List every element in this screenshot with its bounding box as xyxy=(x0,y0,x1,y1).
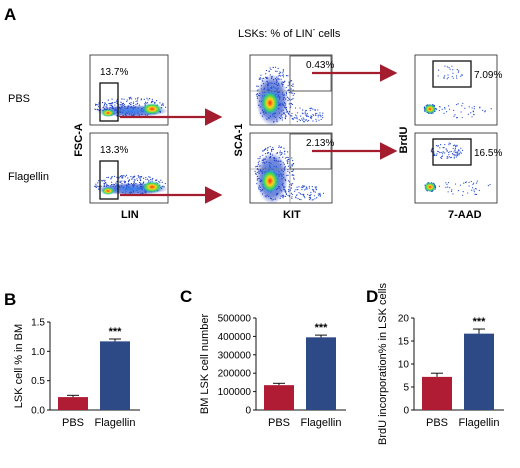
y-tick-label: 400000 xyxy=(218,332,252,343)
panel-a-title-tail: cells xyxy=(315,28,341,40)
gate-percent: 2.13% xyxy=(306,138,334,149)
panel-a-title-sup: - xyxy=(313,25,316,34)
y-tick-label: 5 xyxy=(403,383,409,394)
y-tick-label: 0 xyxy=(403,406,409,417)
y-tick-label: 0.0 xyxy=(31,406,45,417)
bar-flagellin xyxy=(464,333,494,410)
y-tick-label: 100000 xyxy=(218,387,252,398)
y-tick-label: 20 xyxy=(398,314,410,325)
flow-plot-7-aad-pbs: 7.09% xyxy=(414,54,502,126)
y-tick-label: 10 xyxy=(398,360,410,371)
bar-chart-c: C 0 100000 200000 300000 400000 500000 BM LSK c… xyxy=(180,287,346,429)
significance-label: *** xyxy=(315,322,329,334)
significance-label: *** xyxy=(109,326,123,338)
gate-percent: 7.09% xyxy=(474,70,502,81)
flow-plot-7-aad-flagellin: 16.5% xyxy=(414,132,502,204)
y-tick-label: 1.5 xyxy=(31,318,45,329)
flow-cytometry-plots: 13.7% 13.3% LIN FSC-A 0.43% 2.13% KIT SCA-1 7.09… xyxy=(73,54,502,221)
flow-y-label: SCA-1 xyxy=(233,123,245,156)
y-axis-label: BM LSK cell number xyxy=(199,314,211,415)
gate-box xyxy=(432,138,472,166)
category-label: PBS xyxy=(268,417,290,429)
gate-percent: 13.7% xyxy=(100,67,128,78)
gate-box xyxy=(99,160,119,200)
y-axis-label: LSK cell % in BM xyxy=(13,324,25,408)
plot-frame xyxy=(414,132,498,204)
panel-letter: D xyxy=(366,287,378,306)
bar-pbs xyxy=(58,397,88,410)
flow-plot-lin-flagellin: 13.3% xyxy=(89,132,223,204)
y-tick-label: 1.0 xyxy=(31,347,45,358)
flow-y-label: BrdU xyxy=(398,127,410,154)
panel-letter: C xyxy=(180,287,192,306)
panel-letter: B xyxy=(4,290,16,309)
category-label: PBS xyxy=(62,417,84,429)
y-tick-label: 0.5 xyxy=(31,376,45,387)
bar-chart-d: D 0 5 10 15 20 BrdU incorporation% in LSK cell… xyxy=(366,282,504,445)
y-tick-label: 0 xyxy=(245,406,251,417)
flow-x-label: KIT xyxy=(283,209,301,221)
category-label: Flagellin xyxy=(95,417,136,429)
y-tick-label: 15 xyxy=(398,337,410,348)
panel-a-title: LSKs: % of LIN- cells xyxy=(238,25,341,40)
flow-y-label: FSC-A xyxy=(73,123,85,157)
category-label: PBS xyxy=(426,417,448,429)
bar-pbs xyxy=(422,376,452,410)
bar-charts: B 0.0 0.5 1.0 1.5 LSK cell % in BM PBS Flagelli… xyxy=(4,282,504,445)
y-axis-label: BrdU incorporation% in LSK cells xyxy=(377,282,389,445)
significance-label: *** xyxy=(473,316,487,328)
plot-frame xyxy=(414,54,498,126)
gate-box xyxy=(99,82,119,122)
bar-chart-b: B 0.0 0.5 1.0 1.5 LSK cell % in BM PBS Flagelli… xyxy=(4,290,140,429)
panel-a-title-main: LSKs: % of LIN xyxy=(238,28,313,40)
panel-a-letter: A xyxy=(4,5,16,24)
gate-box xyxy=(432,60,472,88)
y-tick-label: 200000 xyxy=(218,369,252,380)
bar-pbs xyxy=(264,385,294,410)
bar-flagellin xyxy=(100,341,130,410)
row-label-pbs: PBS xyxy=(8,93,30,105)
flow-plot-kit-pbs: 0.43% xyxy=(249,54,398,126)
flow-x-label: LIN xyxy=(121,209,139,221)
y-tick-label: 300000 xyxy=(218,350,252,361)
gate-percent: 16.5% xyxy=(474,148,502,159)
flow-x-label: 7-AAD xyxy=(448,209,482,221)
category-label: Flagellin xyxy=(459,417,500,429)
bar-flagellin xyxy=(306,337,336,410)
flow-plot-lin-pbs: 13.7% xyxy=(89,54,223,126)
gate-percent: 0.43% xyxy=(306,60,334,71)
gate-percent: 13.3% xyxy=(100,145,128,156)
y-tick-label: 500000 xyxy=(218,314,252,325)
row-label-flagellin: Flagellin xyxy=(8,171,49,183)
flow-plot-kit-flagellin: 2.13% xyxy=(249,132,398,204)
category-label: Flagellin xyxy=(301,417,342,429)
